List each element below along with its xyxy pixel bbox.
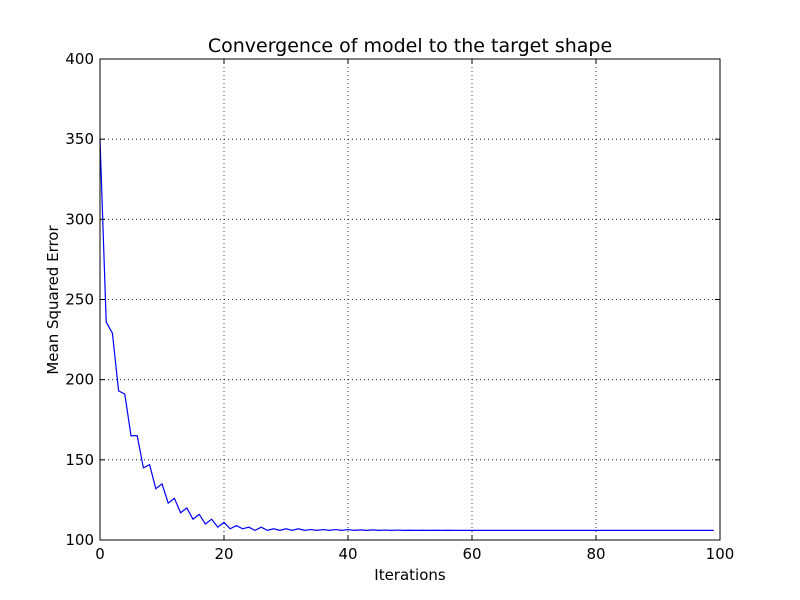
x-tick-label: 60 <box>462 545 481 563</box>
x-tick-label: 100 <box>706 545 735 563</box>
x-tick-label: 40 <box>338 545 357 563</box>
y-axis-label: Mean Squared Error <box>44 225 62 375</box>
y-tick-label: 400 <box>65 50 94 68</box>
axis-ticks: 0 20 40 60 80 100 100 150 200 250 300 350 400 <box>65 50 734 563</box>
y-tick-label: 200 <box>65 371 94 389</box>
y-tick-label: 300 <box>65 210 94 228</box>
series-line <box>99 139 714 532</box>
x-axis-label: Iterations <box>374 566 446 584</box>
x-tick-label: 80 <box>586 545 605 563</box>
y-tick-label: 150 <box>65 451 94 469</box>
y-tick-label: 250 <box>65 291 94 309</box>
y-tick-label: 100 <box>65 531 94 549</box>
x-tick-label: 0 <box>95 545 105 563</box>
chart-title: Convergence of model to the target shape <box>208 35 612 57</box>
grid-lines <box>100 59 720 540</box>
x-tick-label: 20 <box>214 545 233 563</box>
y-tick-label: 350 <box>65 130 94 148</box>
